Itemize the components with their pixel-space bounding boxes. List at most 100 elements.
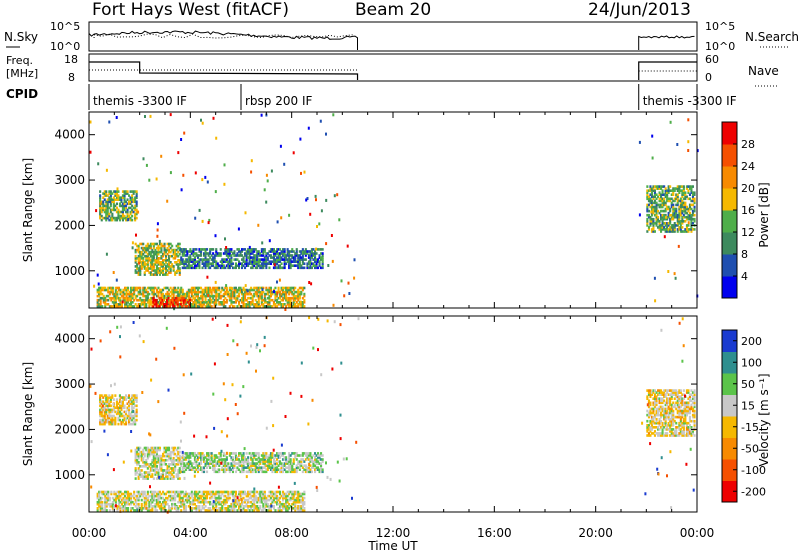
velocity-echo-cell — [96, 509, 99, 512]
velocity-echo-cell — [266, 498, 269, 502]
velocity-echo-cell — [130, 500, 133, 504]
power-echo-cell — [288, 290, 291, 294]
velocity-echo-cell — [256, 507, 259, 510]
power-echo-cell — [137, 305, 140, 308]
velocity-echo-cell — [230, 509, 233, 512]
velocity-echo-cell — [239, 464, 242, 467]
velocity-echo-cell — [115, 404, 118, 408]
power-echo-cell — [675, 215, 678, 219]
power-echo-cell — [124, 296, 127, 300]
velocity-echo-cell — [134, 414, 137, 418]
velocity-echo-cell — [216, 492, 219, 496]
power-echo-cell — [195, 252, 198, 255]
power-echo-cell — [230, 258, 233, 261]
power-echo-cell — [115, 190, 118, 193]
power-echo-cell — [116, 305, 119, 308]
power-echo-cell — [151, 250, 154, 254]
velocity-echo-cell — [271, 490, 274, 494]
power-echo-cell — [259, 292, 262, 296]
power-echo-cell — [135, 216, 138, 220]
power-echo-cell — [678, 215, 681, 219]
velocity-echo-cell — [131, 402, 134, 405]
power-echo-cell — [658, 224, 661, 227]
velocity-echo-cell — [126, 408, 129, 412]
velocity-echo-cell — [123, 404, 126, 408]
power-echo-cell — [309, 260, 312, 263]
velocity-echo-cell — [292, 452, 295, 455]
velocity-echo-cell — [196, 458, 199, 461]
velocity-echo-cell — [253, 462, 256, 465]
power-echo-cell — [297, 266, 300, 270]
velocity-echo-cell — [266, 509, 269, 512]
power-echo-cell — [321, 264, 324, 267]
velocity-echo-cell — [314, 456, 317, 459]
velocity-echo-cell — [131, 414, 134, 418]
velocity-echo-cell — [119, 500, 122, 504]
power-echo-cell — [178, 267, 181, 270]
power-echo-cell — [224, 250, 227, 253]
velocity-echo-cell — [288, 452, 291, 455]
velocity-echo-cell — [265, 460, 268, 463]
velocity-echo-cell — [139, 473, 142, 476]
velocity-echo-cell — [260, 460, 263, 463]
power-echo-cell — [160, 263, 163, 266]
power-echo-cell — [310, 262, 313, 265]
velocity-echo-cell — [111, 505, 114, 508]
power-echo-cell — [151, 254, 154, 258]
velocity-echo-cell — [190, 500, 193, 504]
velocity-echo-cell — [653, 403, 656, 407]
power-echo-cell — [286, 288, 289, 292]
power-echo-cell — [265, 252, 268, 255]
power-echo-cell — [288, 292, 291, 296]
power-echo-cell — [655, 207, 658, 211]
power-echo-cell — [137, 298, 140, 302]
velocity-echo-cell — [193, 452, 196, 455]
velocity-echo-cell — [186, 462, 189, 465]
velocity-echo-cell — [120, 400, 123, 403]
power-echo-cell — [303, 258, 306, 261]
power-echo-cell — [146, 265, 149, 268]
power-echo-cell — [162, 292, 165, 296]
power-echo-cell — [187, 264, 190, 267]
power-echo-cell — [99, 202, 102, 206]
power-echo-cell — [180, 256, 183, 259]
velocity-echo-cell — [253, 509, 256, 512]
power-echo-cell — [650, 205, 653, 209]
velocity-echo-cell — [221, 492, 224, 496]
power-echo-cell — [260, 292, 263, 296]
velocity-echo-cell — [268, 466, 271, 469]
power-echo-cell — [190, 258, 193, 261]
power-echo-cell — [175, 301, 178, 304]
power-echo-cell — [256, 256, 259, 259]
power-echo-cell — [139, 259, 142, 262]
velocity-echo-cell — [201, 492, 204, 496]
power-echo-cell — [192, 262, 195, 265]
power-echo-cell — [254, 290, 257, 294]
velocity-echo-cell — [136, 463, 139, 466]
power-echo-cell — [292, 298, 295, 302]
velocity-echo-cell — [277, 468, 280, 471]
power-echo-cell — [283, 262, 286, 265]
velocity-echo-cell — [655, 397, 658, 400]
power-echo-cell — [99, 286, 102, 290]
power-echo-cell — [163, 242, 166, 246]
power-echo-cell — [193, 303, 196, 306]
power-echo-cell — [228, 258, 231, 261]
noise-strip-frame — [88, 21, 698, 52]
velocity-echo-cell — [227, 509, 230, 512]
velocity-echo-cell — [171, 463, 174, 466]
power-echo-cell — [684, 209, 687, 213]
velocity-echo-cell — [107, 494, 110, 498]
power-echo-cell — [272, 256, 275, 259]
velocity-echo-cell — [152, 498, 155, 502]
power-echo-cell — [145, 248, 148, 252]
power-echo-cell — [664, 203, 667, 207]
power-echo-cell — [248, 262, 251, 265]
velocity-echo-cell — [196, 507, 199, 510]
velocity-echo-cell — [304, 470, 307, 474]
velocity-echo-cell — [315, 460, 318, 463]
velocity-echo-cell — [655, 421, 658, 425]
power-echo-cell — [283, 256, 286, 259]
velocity-echo-cell — [180, 490, 183, 494]
power-echo-cell — [162, 271, 165, 274]
